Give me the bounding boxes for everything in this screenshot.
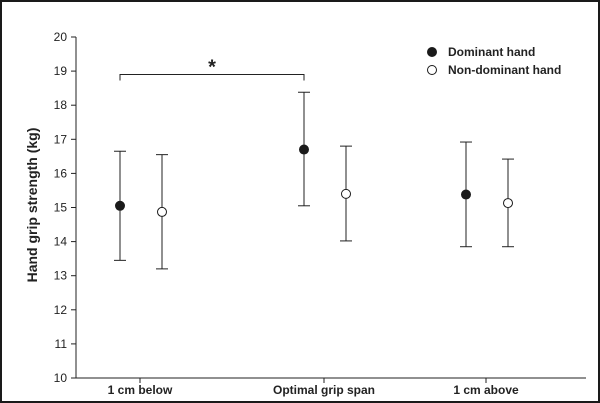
- y-tick-label: 11: [55, 337, 68, 351]
- legend-label: Non-dominant hand: [448, 63, 561, 77]
- y-axis-label: Hand grip strength (kg): [24, 128, 40, 283]
- data-point: [157, 206, 167, 217]
- y-tick-label: 16: [54, 166, 68, 180]
- y-tick-label: 18: [54, 98, 68, 112]
- y-tick-label: 12: [54, 303, 68, 317]
- axes: 10 11 12 13 14 15 16 17 18 19 20 1 cm below Optimal …: [54, 30, 586, 397]
- y-tick-label: 19: [54, 64, 68, 78]
- legend-entry: Non-dominant hand: [427, 63, 561, 77]
- x-tick-label: Optimal grip span: [273, 383, 375, 397]
- legend-entry: Dominant hand: [427, 45, 535, 59]
- legend: Dominant hand Non-dominant hand: [427, 45, 561, 77]
- x-tick-label: 1 cm above: [453, 383, 519, 397]
- significance-bracket: *: [119, 57, 305, 81]
- y-tick-label: 15: [54, 201, 68, 215]
- legend-marker: [427, 47, 437, 57]
- y-tick-label: 10: [54, 371, 68, 385]
- y-tick-label: 20: [54, 30, 68, 44]
- legend-marker: [427, 65, 437, 75]
- y-tick-label: 14: [54, 235, 68, 249]
- data-point: [299, 144, 309, 155]
- legend-label: Dominant hand: [448, 45, 535, 59]
- significance-label: *: [208, 57, 216, 79]
- data-point: [461, 189, 471, 200]
- x-tick-label: 1 cm below: [108, 383, 173, 397]
- y-tick-label: 17: [54, 132, 68, 146]
- data-point: [503, 198, 513, 209]
- chart-marks: *: [114, 57, 514, 270]
- data-point: [115, 200, 125, 211]
- bracket-line: [119, 74, 305, 81]
- data-point: [341, 188, 351, 199]
- y-tick-label: 13: [54, 269, 68, 283]
